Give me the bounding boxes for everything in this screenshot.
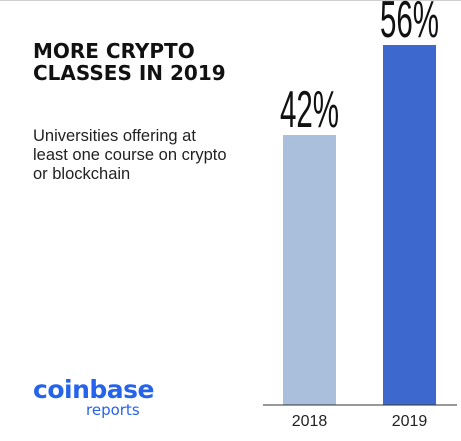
value-label-2019: 56%: [380, 0, 439, 48]
coinbase-logo: coinbase reports: [33, 375, 154, 419]
chart-subtitle: Universities offering at least one cours…: [33, 127, 227, 183]
value-label-2018: 42%: [280, 80, 339, 138]
chart-title: MORE CRYPTO CLASSES IN 2019: [33, 39, 226, 85]
brand-sub: reports: [86, 401, 140, 419]
x-tick-label-2018: 2018: [292, 413, 328, 430]
bar-2018: [283, 135, 336, 405]
x-tick-label-2019: 2019: [392, 413, 428, 430]
bar-2019: [383, 45, 436, 405]
brand-name: coinbase: [33, 375, 154, 404]
